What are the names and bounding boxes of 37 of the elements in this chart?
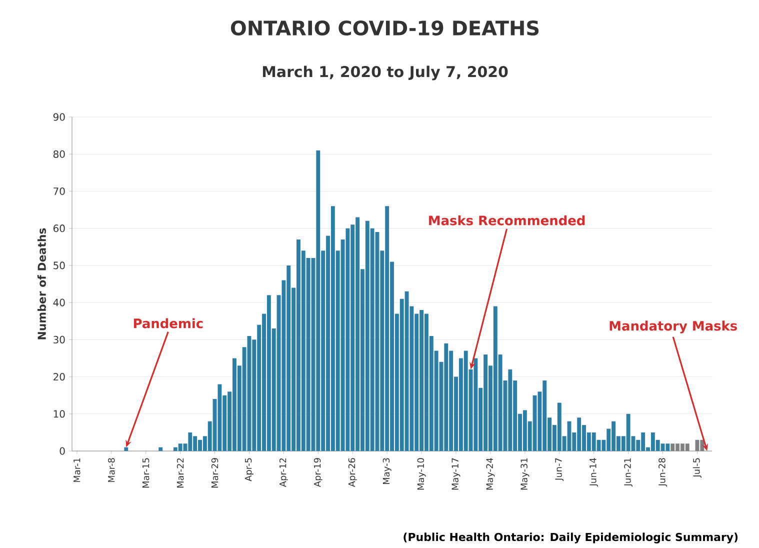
x-tick-label: Apr-19: [314, 458, 322, 488]
y-tick-label: 10: [54, 410, 65, 418]
x-tick-label: Jun-28: [658, 458, 668, 487]
y-tick-label: 70: [54, 187, 65, 195]
annotation: Masks Recommended: [429, 215, 585, 226]
y-tick-label: 50: [54, 262, 65, 270]
y-tick-label: 0: [60, 447, 65, 455]
x-tick-label: May-10: [417, 458, 426, 490]
y-tick-label: 60: [54, 224, 65, 232]
x-tick-label: Apr-5: [245, 458, 254, 482]
y-tick-label: 20: [54, 373, 65, 381]
x-tick-label: May-24: [486, 458, 495, 490]
x-tick-label: May-17: [452, 458, 460, 490]
annotation: Pandemic: [134, 318, 203, 328]
x-tick-label: Mar-1: [74, 458, 80, 482]
x-tick-label: Apr-26: [348, 458, 357, 488]
y-tick-label: 80: [53, 150, 65, 158]
x-tick-label: Apr-12: [279, 458, 288, 488]
x-tick-label: Mar-29: [211, 458, 218, 488]
chart-subtitle: March 1, 2020 to July 7, 2020: [262, 66, 508, 80]
x-tick-label: Mar-15: [142, 458, 150, 488]
x-tick-label: Jun-21: [624, 458, 633, 487]
x-tick-label: Mar-22: [176, 458, 184, 488]
x-tick-label: May-3: [382, 458, 392, 484]
x-tick-label: Mar-8: [108, 458, 115, 482]
text: (Public Health Ontario: Daily Epidemiologic Summary): [404, 532, 738, 544]
x-tick-label: May-31: [520, 458, 530, 490]
x-tick-label: Jun-14: [590, 458, 598, 487]
x-tick-label: Jun-7: [555, 458, 564, 481]
chart-title: ONTARIO COVID-19 DEATHS: [230, 20, 539, 36]
y-tick-label: 40: [53, 298, 65, 306]
bar: [158, 447, 163, 451]
y-axis-title: Number of Deaths: [37, 228, 46, 340]
x-tick-label: Jul-5: [692, 458, 702, 478]
y-tick-label: 30: [54, 336, 65, 344]
annotation: Mandatory Masks: [610, 320, 737, 334]
y-tick-label: 90: [53, 113, 65, 121]
